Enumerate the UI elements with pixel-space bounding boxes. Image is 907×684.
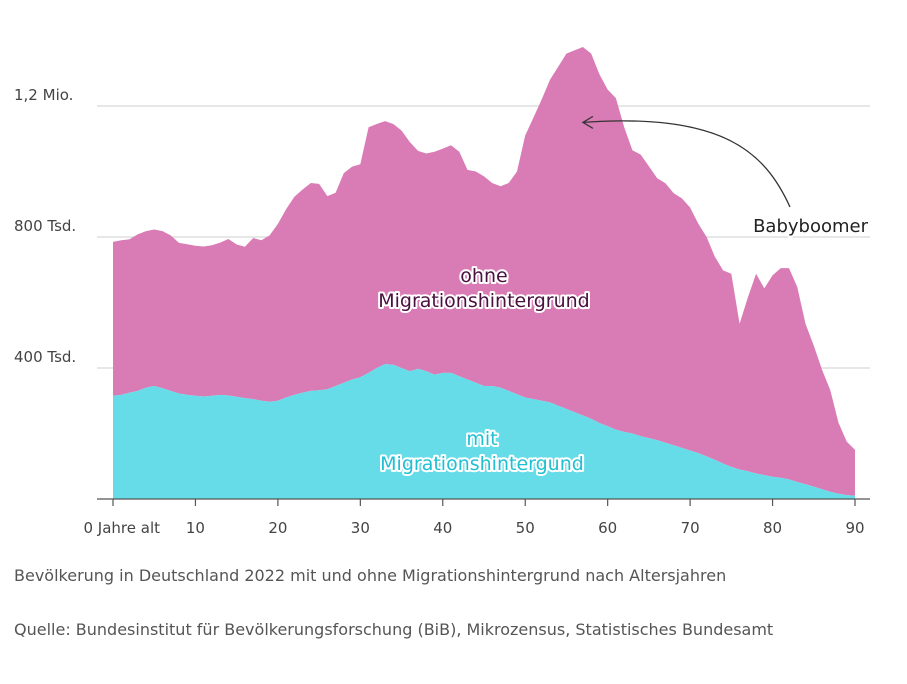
x-tick-label: 0 Jahre alt	[83, 519, 160, 537]
y-tick-label: 800 Tsd.	[14, 217, 76, 235]
x-tick-label: 20	[268, 519, 287, 537]
babyboomer-arrowhead-icon	[581, 115, 594, 129]
x-tick-label: 90	[845, 519, 864, 537]
series-label-ohne-line2: Migrationshintergrund	[378, 290, 589, 312]
series-label-mit-line1: mit	[466, 428, 497, 450]
y-tick-label: 1,2 Mio.	[14, 86, 73, 104]
y-axis-ticks: 400 Tsd. 800 Tsd. 1,2 Mio.	[14, 86, 76, 366]
series-label-ohne-line1: ohne	[460, 265, 507, 287]
area-ohne-migrationshintergrund	[113, 47, 855, 496]
chart-source: Quelle: Bundesinstitut für Bevölkerungsf…	[14, 620, 774, 639]
x-tick-label: 70	[681, 519, 700, 537]
x-tick-label: 60	[598, 519, 617, 537]
chart-description: Bevölkerung in Deutschland 2022 mit und …	[14, 566, 727, 585]
x-tick-label: 30	[351, 519, 370, 537]
population-area-chart: 0 Jahre alt 10 20 30 40 50 60 70 80 90 400 Tsd. 80…	[14, 47, 871, 537]
area-mit-migrationshintergund	[113, 364, 855, 499]
x-tick-label: 80	[763, 519, 782, 537]
x-axis-ticks: 0 Jahre alt 10 20 30 40 50 60 70 80 90	[83, 499, 865, 537]
babyboomer-annotation: Babyboomer	[753, 216, 869, 237]
x-tick-label: 50	[516, 519, 535, 537]
series-label-mit-line2: Migrationshintergund	[380, 453, 584, 475]
babyboomer-arrow	[582, 120, 791, 208]
x-tick-label: 40	[433, 519, 452, 537]
y-tick-label: 400 Tsd.	[14, 348, 76, 366]
x-tick-label: 10	[186, 519, 205, 537]
